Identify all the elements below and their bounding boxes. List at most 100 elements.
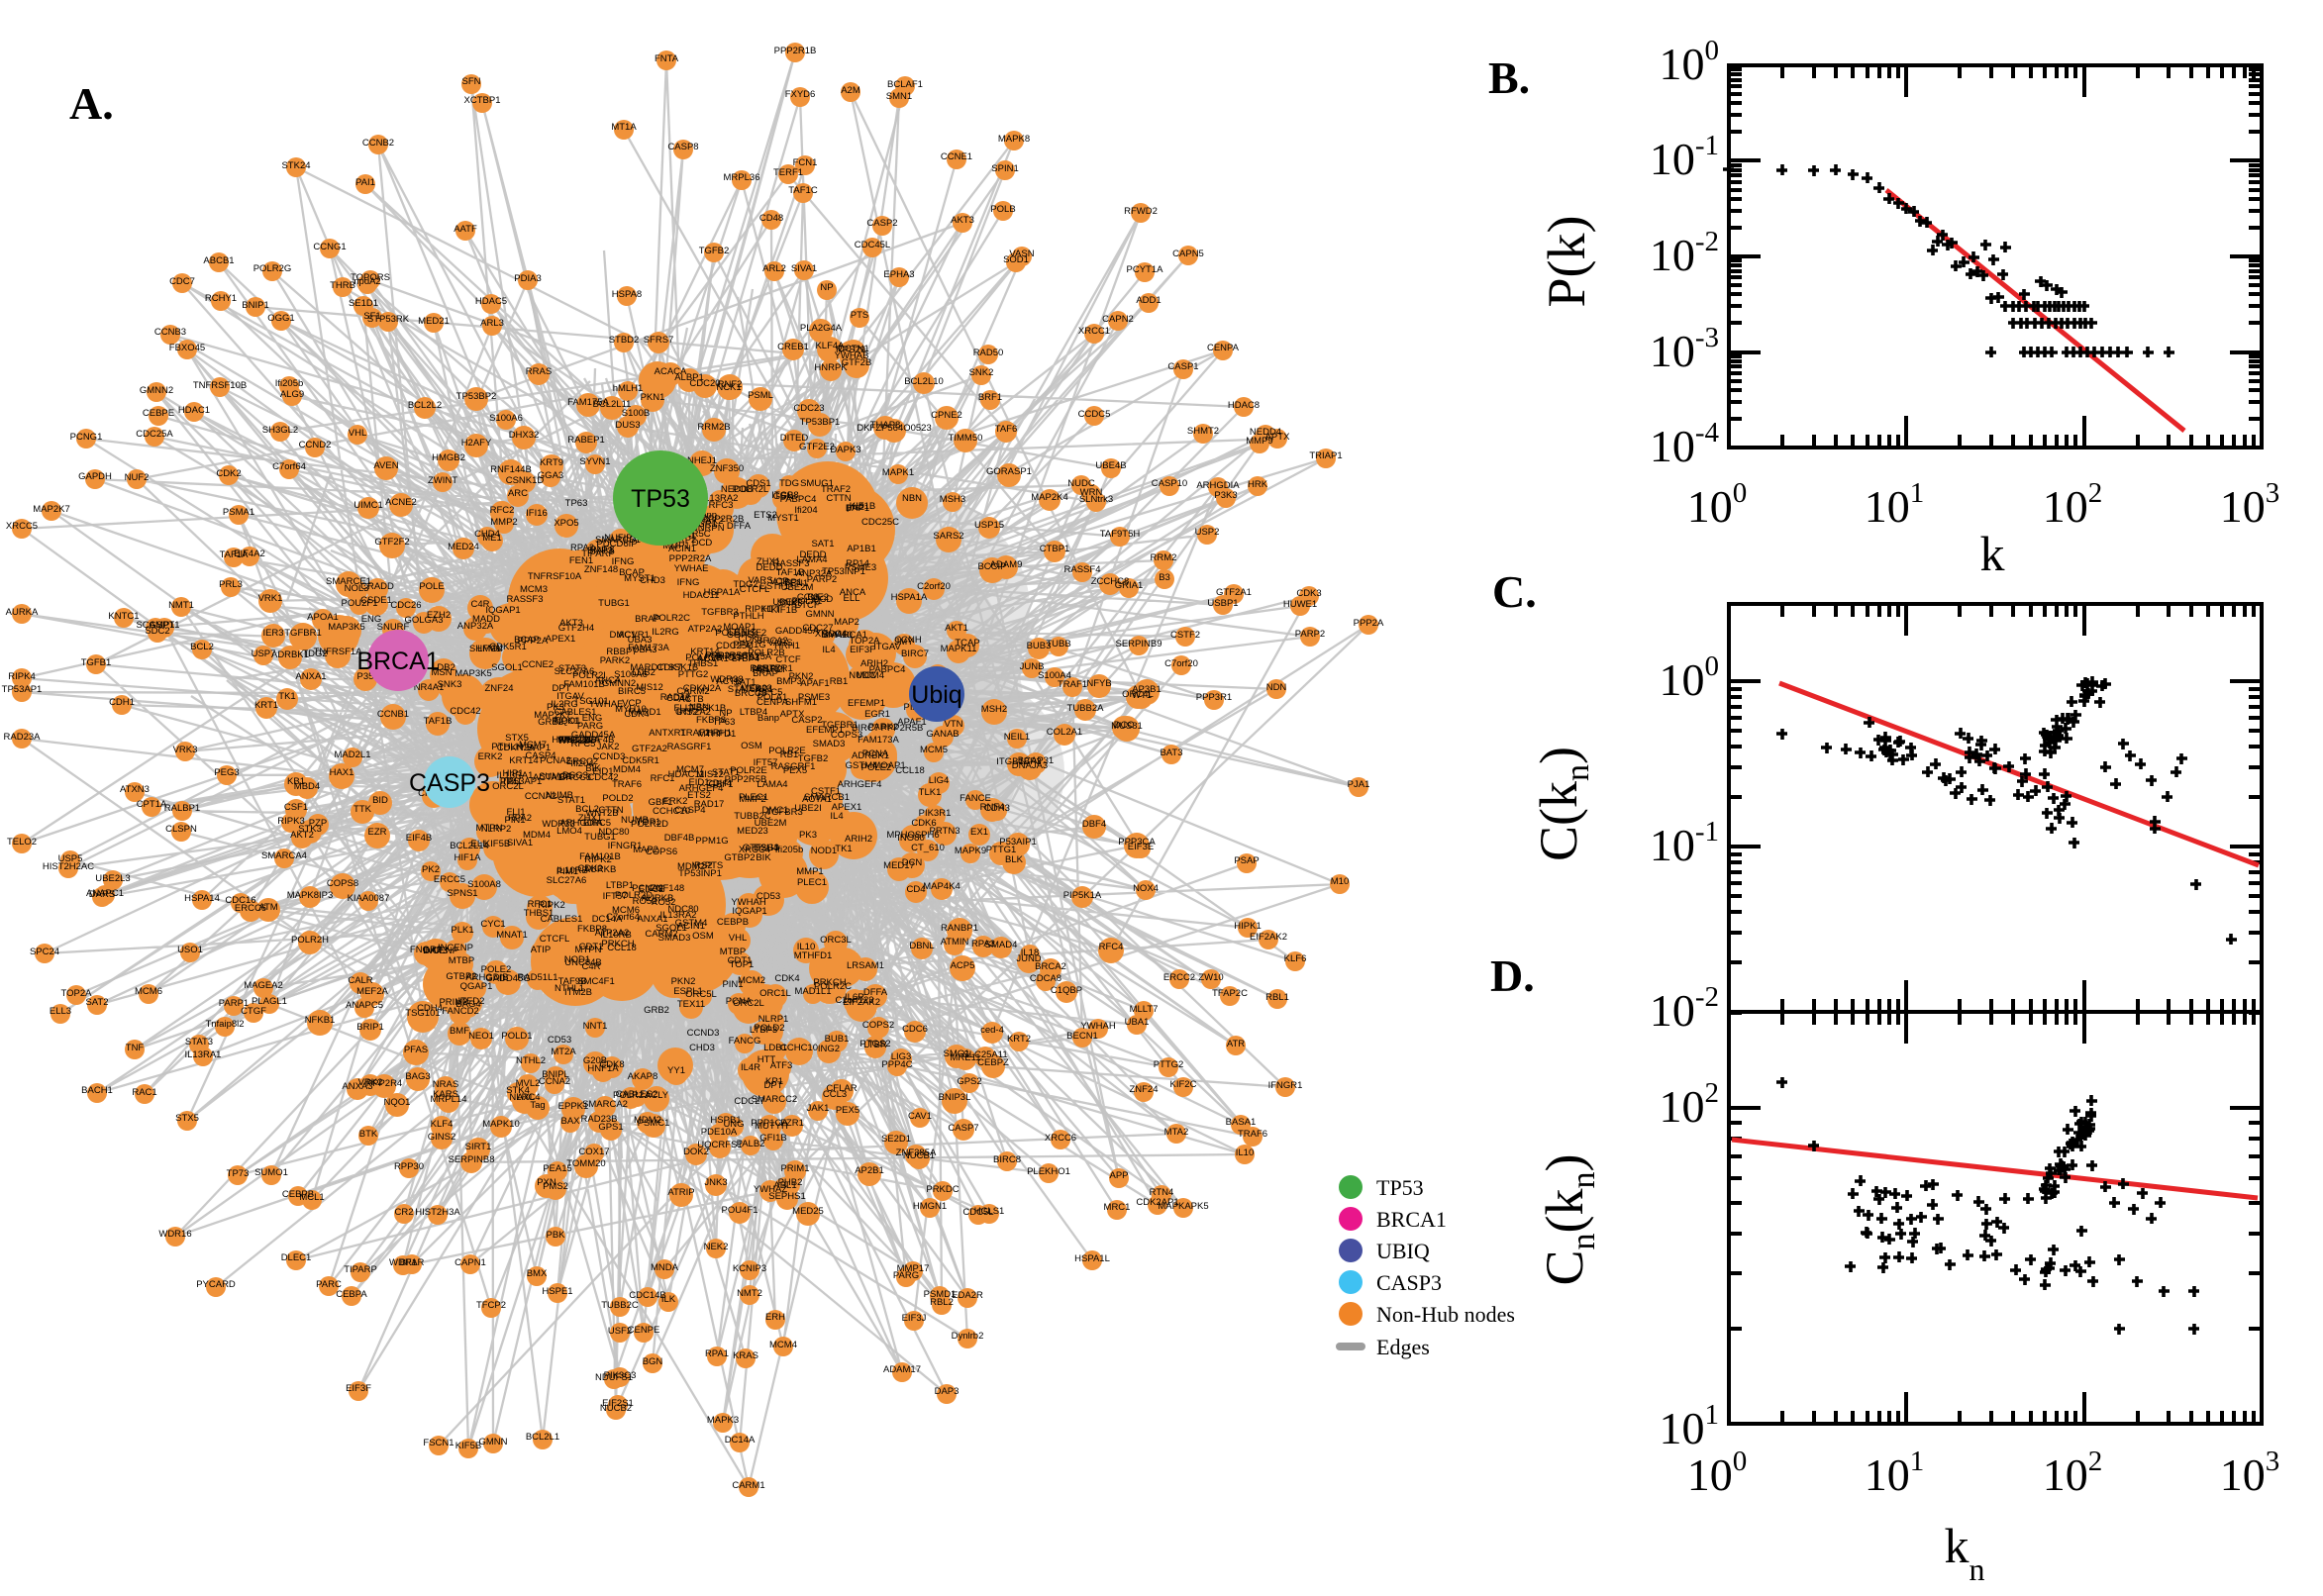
svg-text:PRKCH: PRKCH xyxy=(601,939,634,949)
svg-text:ANXA1: ANXA1 xyxy=(637,914,667,925)
svg-text:KRT14: KRT14 xyxy=(509,755,538,766)
svg-text:MED17: MED17 xyxy=(883,860,915,871)
svg-text:BIRC8: BIRC8 xyxy=(993,1154,1021,1165)
svg-text:FAM101B: FAM101B xyxy=(579,851,621,862)
svg-text:JAK1: JAK1 xyxy=(807,1103,830,1114)
svg-text:EIF2S1: EIF2S1 xyxy=(602,1398,634,1409)
svg-text:MBD4: MBD4 xyxy=(294,781,320,792)
svg-text:KLF6: KLF6 xyxy=(1284,953,1307,964)
svg-text:IL13RA1: IL13RA1 xyxy=(497,770,534,781)
svg-text:RAD23A: RAD23A xyxy=(4,732,42,743)
svg-text:AURKB: AURKB xyxy=(584,864,617,875)
svg-text:POLR2G: POLR2G xyxy=(253,263,292,274)
svg-text:100: 100 xyxy=(1687,1446,1748,1500)
svg-text:SIRT1: SIRT1 xyxy=(465,1142,492,1152)
svg-text:PTHLH: PTHLH xyxy=(733,611,763,622)
svg-text:TAF1A: TAF1A xyxy=(220,549,250,560)
svg-text:Tnfaip8l2: Tnfaip8l2 xyxy=(205,1019,244,1030)
svg-text:HIP1: HIP1 xyxy=(502,768,523,779)
svg-text:KIF5B: KIF5B xyxy=(455,1441,481,1451)
svg-text:GMNN2: GMNN2 xyxy=(140,385,173,396)
svg-text:CCND3: CCND3 xyxy=(593,751,626,762)
svg-text:SNK3: SNK3 xyxy=(438,679,462,690)
svg-text:TP53: TP53 xyxy=(631,485,690,513)
svg-text:NLRP2: NLRP2 xyxy=(481,824,512,835)
svg-text:SDC2: SDC2 xyxy=(145,626,169,637)
svg-text:RALBP1: RALBP1 xyxy=(164,803,200,814)
svg-text:ARIH2: ARIH2 xyxy=(845,834,872,845)
svg-text:SNURF: SNURF xyxy=(377,622,410,633)
svg-text:FAM101B: FAM101B xyxy=(563,679,605,690)
svg-text:IQGAP1: IQGAP1 xyxy=(732,906,766,917)
svg-text:PEX5: PEX5 xyxy=(783,765,807,776)
svg-text:EIF3J: EIF3J xyxy=(902,1313,927,1324)
svg-text:ORC5L: ORC5L xyxy=(685,989,717,1000)
svg-text:CCNE1: CCNE1 xyxy=(941,151,972,162)
svg-text:STAT1: STAT1 xyxy=(712,767,740,778)
svg-text:MEF2A: MEF2A xyxy=(356,986,388,997)
svg-text:MCM3: MCM3 xyxy=(520,584,548,595)
svg-text:IL10RB: IL10RB xyxy=(556,865,588,876)
svg-text:SE2D1: SE2D1 xyxy=(881,1134,911,1145)
svg-text:HSPA8: HSPA8 xyxy=(612,289,642,300)
svg-text:CD48: CD48 xyxy=(666,693,690,704)
svg-text:SLC27A6: SLC27A6 xyxy=(555,666,595,677)
svg-text:APAF1: APAF1 xyxy=(800,678,829,689)
svg-text:FANCG: FANCG xyxy=(729,1036,761,1047)
svg-text:C4R: C4R xyxy=(581,961,600,972)
svg-text:CDC27: CDC27 xyxy=(802,623,833,634)
svg-text:ACIN1: ACIN1 xyxy=(677,921,705,932)
svg-text:RIPK3: RIPK3 xyxy=(277,816,304,827)
svg-text:PLEC1: PLEC1 xyxy=(739,792,768,803)
svg-text:MUTYH: MUTYH xyxy=(755,1121,788,1132)
svg-text:MARD1: MARD1 xyxy=(630,662,662,673)
svg-text:YWHAB: YWHAB xyxy=(835,350,869,361)
svg-text:BFAR: BFAR xyxy=(400,1257,425,1268)
svg-text:TGFBR3: TGFBR3 xyxy=(765,807,802,818)
svg-text:NUMB: NUMB xyxy=(546,790,573,801)
svg-text:TNF: TNF xyxy=(126,1043,145,1053)
svg-text:MAP2K7: MAP2K7 xyxy=(534,710,571,721)
svg-text:POLR2C: POLR2C xyxy=(653,613,690,624)
svg-text:CCL18: CCL18 xyxy=(895,765,925,776)
svg-text:PTHLH: PTHLH xyxy=(491,742,522,752)
svg-text:WDR1: WDR1 xyxy=(389,1257,417,1268)
svg-text:MDM4: MDM4 xyxy=(613,764,641,775)
svg-text:BCL2L1: BCL2L1 xyxy=(526,1432,559,1443)
svg-text:NOL3: NOL3 xyxy=(345,583,369,594)
svg-text:JAK2: JAK2 xyxy=(597,742,620,752)
svg-text:SFN: SFN xyxy=(462,76,481,87)
svg-text:KB1: KB1 xyxy=(287,776,305,787)
svg-text:KIF1B: KIF1B xyxy=(771,605,797,616)
svg-text:CD4: CD4 xyxy=(906,884,925,895)
svg-text:MAPK9: MAPK9 xyxy=(955,846,986,856)
svg-text:IFNGR1: IFNGR1 xyxy=(608,841,643,851)
svg-text:DBF4: DBF4 xyxy=(1082,819,1106,830)
svg-text:TP53: TP53 xyxy=(1376,1175,1424,1200)
svg-text:HAX1: HAX1 xyxy=(330,767,354,778)
svg-text:VCP: VCP xyxy=(622,698,642,709)
svg-text:BCAP31: BCAP31 xyxy=(1018,755,1054,766)
svg-text:RIPK2: RIPK2 xyxy=(584,854,611,865)
svg-text:EX1: EX1 xyxy=(970,827,988,838)
svg-text:FEN1: FEN1 xyxy=(569,555,593,566)
svg-text:POLR2L: POLR2L xyxy=(733,484,768,495)
svg-text:PPP2R2A: PPP2R2A xyxy=(669,553,712,564)
svg-text:BMP3: BMP3 xyxy=(587,546,613,556)
svg-text:TCAP: TCAP xyxy=(955,638,979,648)
svg-text:TOPORS: TOPORS xyxy=(351,272,390,283)
svg-text:CSTF2: CSTF2 xyxy=(1170,630,1200,641)
svg-text:WDR16: WDR16 xyxy=(158,1229,191,1240)
svg-text:BCL2L2: BCL2L2 xyxy=(408,400,442,411)
svg-text:AURKA: AURKA xyxy=(6,607,39,618)
svg-text:SPC24: SPC24 xyxy=(30,947,59,957)
svg-text:EFEMP1: EFEMP1 xyxy=(806,725,844,736)
svg-text:ZNF24: ZNF24 xyxy=(1129,1084,1158,1095)
svg-text:MARD1: MARD1 xyxy=(628,707,660,718)
svg-text:P(k): P(k) xyxy=(1537,216,1596,308)
svg-text:TLK1: TLK1 xyxy=(919,787,942,798)
svg-text:PPM1G: PPM1G xyxy=(733,640,765,650)
svg-text:DSG3: DSG3 xyxy=(562,770,588,781)
svg-text:ACVR1: ACVR1 xyxy=(618,630,650,641)
svg-text:DHX32: DHX32 xyxy=(509,430,540,441)
